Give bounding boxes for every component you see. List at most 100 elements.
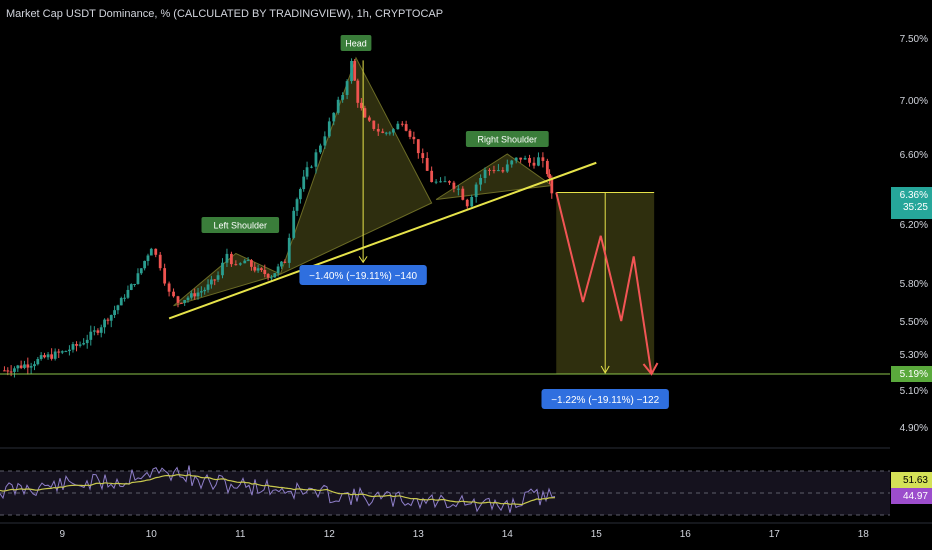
- candle-body: [189, 293, 193, 298]
- rsi-ma-badge: 44.97: [903, 491, 928, 502]
- left-shoulder-label: Left Shoulder: [214, 221, 268, 231]
- candle-body: [119, 298, 123, 306]
- candle-body: [206, 284, 210, 290]
- candle-body: [396, 123, 400, 130]
- candlestick-series: [3, 58, 554, 378]
- candle-body: [133, 283, 137, 285]
- head-label-bg: [340, 35, 372, 51]
- x-tick-label: 14: [502, 529, 514, 540]
- head-label: Head: [345, 39, 367, 49]
- head-measure-label: −1.40% (−19.11%) −140: [309, 271, 417, 282]
- x-tick-label: 16: [680, 529, 692, 540]
- candle-body: [29, 366, 33, 368]
- candle-body: [376, 128, 380, 132]
- candle-body: [384, 132, 388, 134]
- neckline: [168, 161, 597, 320]
- pattern-overlay: Left Shoulder Head Right Shoulder −1.40% (−…: [0, 35, 890, 409]
- candle-body: [196, 292, 200, 297]
- candle-body: [412, 136, 416, 140]
- price-axis-bg: [890, 0, 932, 550]
- rsi-value-badge-bg: [891, 472, 932, 488]
- head-measure-label-bg: [299, 265, 427, 285]
- candle-body: [314, 152, 318, 167]
- candle-body: [186, 297, 190, 301]
- candle-body: [465, 199, 469, 207]
- candle-body: [172, 291, 175, 297]
- head-shoulders-pattern: [173, 56, 554, 307]
- candle-body: [345, 81, 349, 95]
- candle-body: [75, 344, 78, 346]
- x-tick-label: 9: [60, 529, 66, 540]
- candle-body: [461, 188, 465, 200]
- candle-body: [146, 255, 150, 261]
- candle-body: [116, 305, 120, 311]
- candle-body: [57, 351, 61, 353]
- x-tick-label: 10: [146, 529, 158, 540]
- candle-body: [323, 136, 327, 146]
- projection-zone: [556, 192, 655, 375]
- candle-body: [523, 157, 527, 160]
- y-tick-label: 5.80%: [900, 279, 928, 290]
- candle-body: [99, 327, 103, 333]
- candle-body: [129, 284, 133, 290]
- zone-measure-arrowhead: [600, 365, 610, 375]
- candle-body: [154, 248, 158, 255]
- left-shoulder-label-bg: [201, 217, 280, 233]
- candle-body: [250, 260, 253, 267]
- head-shade: [279, 56, 433, 276]
- x-tick-label: 15: [591, 529, 603, 540]
- candle-body: [287, 237, 291, 263]
- candle-body: [404, 124, 408, 131]
- candle-body: [216, 275, 220, 280]
- candle-body: [39, 355, 43, 359]
- target-price-badge: 5.19%: [900, 369, 928, 380]
- candle-body: [332, 112, 336, 122]
- candle-body: [193, 293, 197, 297]
- candle-body: [136, 273, 140, 284]
- candle-body: [367, 117, 371, 121]
- candle-body: [541, 157, 545, 161]
- candle-body: [270, 277, 273, 279]
- rsi-band: [0, 471, 890, 515]
- candle-body: [519, 157, 523, 160]
- candle-body: [381, 131, 385, 133]
- target-measure-label: −1.22% (−19.11%) −122: [551, 395, 659, 406]
- candle-body: [295, 199, 299, 211]
- candle-body: [292, 210, 296, 238]
- candle-body: [123, 297, 126, 299]
- candle-body: [89, 331, 93, 340]
- right-shoulder-label-bg: [465, 131, 549, 147]
- candle-body: [425, 158, 429, 171]
- head-measure-arrowhead: [358, 256, 368, 264]
- candle-body: [353, 60, 357, 81]
- candle-body: [545, 160, 549, 175]
- candle-body: [225, 253, 229, 263]
- candle-body: [443, 181, 447, 183]
- target-price-badge-bg: [891, 366, 932, 382]
- candle-body: [46, 354, 50, 358]
- candle-body: [421, 153, 425, 159]
- left-shoulder-shade: [173, 252, 282, 307]
- right-shoulder-shade: [435, 153, 554, 200]
- candle-body: [439, 181, 442, 183]
- candle-body: [9, 371, 13, 373]
- candle-body: [68, 349, 71, 352]
- current-price-badge-bg: [891, 187, 932, 219]
- candle-body: [96, 330, 100, 333]
- candle-body: [372, 120, 376, 129]
- candle-body: [336, 99, 340, 113]
- candle-body: [71, 344, 75, 350]
- candle-body: [78, 344, 82, 346]
- right-shoulder-label: Right Shoulder: [478, 135, 538, 145]
- candle-body: [400, 123, 404, 125]
- candle-body: [273, 273, 277, 278]
- candle-body: [266, 274, 270, 278]
- candle-body: [302, 176, 306, 190]
- candle-body: [50, 354, 54, 359]
- candle-body: [6, 370, 10, 372]
- y-tick-label: 5.50%: [900, 317, 928, 328]
- candle-body: [276, 266, 280, 274]
- x-tick-label: 17: [769, 529, 781, 540]
- candle-body: [456, 188, 460, 190]
